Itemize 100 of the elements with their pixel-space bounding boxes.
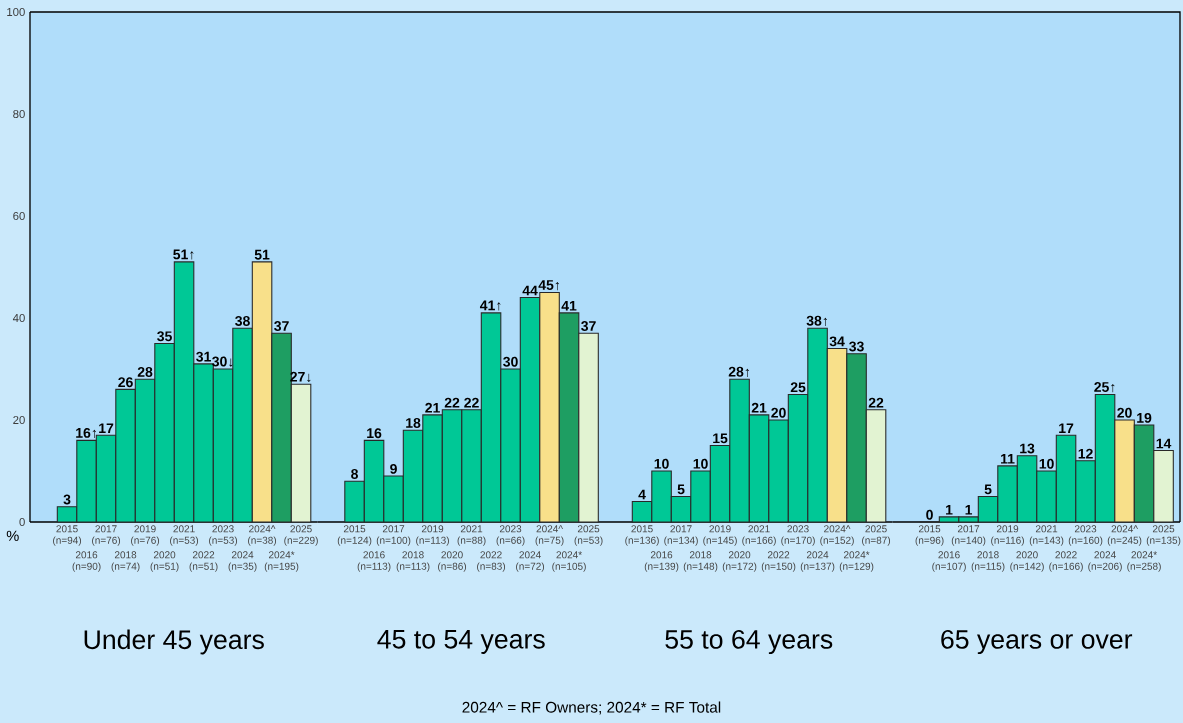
data-label: 21 xyxy=(425,402,440,413)
data-label: 28↑ xyxy=(728,366,749,377)
data-label: 33 xyxy=(849,341,864,352)
x-tick-label: 2024* (n=105) xyxy=(552,551,586,572)
data-label: 51 xyxy=(254,249,270,260)
data-label: 16↑ xyxy=(76,427,96,439)
x-tick-label: 2023 (n=160) xyxy=(1068,525,1103,546)
data-label: 4 xyxy=(638,489,646,500)
y-tick-label: 20 xyxy=(13,415,25,424)
x-axis-title: 65 years or over xyxy=(941,629,1133,655)
data-label: 1 xyxy=(965,505,973,515)
data-label: 17 xyxy=(99,423,114,434)
data-label: 41↑ xyxy=(479,300,501,311)
x-tick-label: 2021 (n=88) xyxy=(457,525,486,546)
data-label: 37 xyxy=(274,321,289,332)
x-tick-label: 2024 (n=137) xyxy=(800,551,835,572)
x-tick-label: 2023 (n=170) xyxy=(781,525,815,546)
y-tick-label: 80 xyxy=(13,109,25,118)
x-tick-label: 2024* (n=195) xyxy=(264,551,299,572)
x-tick-label: 2015 (n=94) xyxy=(53,525,82,546)
x-tick-label: 2017 (n=100) xyxy=(376,525,411,546)
data-label: 44 xyxy=(522,285,538,296)
x-tick-label: 2020 (n=142) xyxy=(1010,551,1044,572)
x-tick-label: 2018 (n=74) xyxy=(111,551,140,572)
y-tick-label: 60 xyxy=(13,211,25,220)
data-label: 17 xyxy=(1059,423,1074,434)
data-label: 25 xyxy=(790,382,806,393)
data-label: 16 xyxy=(367,428,382,439)
x-tick-label: 2024* (n=129) xyxy=(839,551,874,572)
x-tick-label: 2019 (n=113) xyxy=(416,525,449,546)
x-tick-label: 2024^ (n=245) xyxy=(1107,525,1142,546)
y-tick-label: 40 xyxy=(12,313,25,322)
x-tick-label: 2022 (n=51) xyxy=(189,551,218,572)
x-tick-label: 2022 (n=166) xyxy=(1049,551,1083,572)
x-tick-label: 2025 (n=229) xyxy=(284,525,318,546)
x-tick-label: 2024 (n=35) xyxy=(228,551,257,572)
data-label: 10 xyxy=(693,458,708,469)
data-label: 10 xyxy=(1039,458,1054,469)
x-tick-label: 2021 (n=53) xyxy=(170,525,199,546)
x-tick-label: 2017 (n=140) xyxy=(951,525,986,546)
data-label: 31 xyxy=(196,351,211,362)
x-tick-label: 2024^ (n=38) xyxy=(248,525,277,546)
x-tick-label: 2016 (n=139) xyxy=(644,551,679,572)
x-tick-label: 2019 (n=145) xyxy=(703,525,737,546)
x-tick-label: 2017 (n=134) xyxy=(664,525,698,546)
x-tick-label: 2018 (n=115) xyxy=(971,551,1005,572)
x-tick-label: 2020 (n=86) xyxy=(438,551,467,572)
data-label: 18 xyxy=(406,418,421,428)
x-axis-title: 45 to 54 years xyxy=(377,630,545,654)
x-tick-label: 2021 (n=166) xyxy=(742,525,776,546)
data-label: 0 xyxy=(926,509,933,520)
data-label: 30 xyxy=(503,356,518,367)
x-tick-label: 2022 (n=83) xyxy=(477,551,506,572)
x-tick-label: 2025 (n=87) xyxy=(862,525,891,546)
data-label: 20 xyxy=(771,407,786,418)
x-tick-label: 2018 (n=148) xyxy=(683,551,718,572)
x-axis-title: Under 45 years xyxy=(84,629,264,655)
data-label: 20 xyxy=(1117,407,1132,418)
y-axis-title: % xyxy=(6,530,19,541)
x-tick-label: 2020 (n=172) xyxy=(722,551,757,572)
x-tick-label: 2016 (n=107) xyxy=(932,551,966,572)
data-label: 35 xyxy=(157,331,172,342)
data-label: 12 xyxy=(1078,448,1093,459)
data-label: 41 xyxy=(561,301,577,311)
x-tick-label: 2020 (n=51) xyxy=(150,551,179,572)
data-label: 8 xyxy=(351,469,358,479)
data-label: 51↑ xyxy=(173,249,194,260)
x-tick-label: 2024 (n=72) xyxy=(516,551,545,572)
data-label: 38↑ xyxy=(806,315,827,326)
data-label: 19 xyxy=(1137,412,1152,423)
x-tick-label: 2024* (n=258) xyxy=(1127,551,1161,572)
x-tick-label: 2024^ (n=75) xyxy=(535,525,564,546)
x-tick-label: 2019 (n=116) xyxy=(991,525,1024,546)
data-label: 21 xyxy=(751,402,767,413)
data-label: 34 xyxy=(829,336,845,347)
text: 2024^ = RF Owners; 2024* = RF Total xyxy=(462,701,721,715)
data-label: 5 xyxy=(677,484,685,495)
x-tick-label: 2016 (n=113) xyxy=(357,551,391,572)
x-tick-label: 2025 (n=53) xyxy=(574,525,603,546)
data-label: 9 xyxy=(390,463,397,474)
data-label: 22 xyxy=(464,397,479,408)
x-tick-label: 2025 (n=135) xyxy=(1146,525,1181,546)
x-tick-label: 2021 (n=143) xyxy=(1029,525,1064,546)
x-tick-label: 2019 (n=76) xyxy=(131,525,160,546)
y-tick-label: 100 xyxy=(7,7,25,16)
data-label: 1 xyxy=(946,505,953,515)
data-label: 37 xyxy=(581,321,596,332)
data-label: 5 xyxy=(984,484,992,495)
data-label: 26 xyxy=(118,377,133,388)
x-axis-title: 55 to 64 years xyxy=(665,629,833,655)
data-label: 45↑ xyxy=(538,280,559,291)
data-label: 13 xyxy=(1020,443,1035,454)
x-tick-label: 2015 (n=124) xyxy=(337,525,372,546)
x-tick-label: 2023 (n=66) xyxy=(496,525,525,546)
x-tick-label: 2016 (n=90) xyxy=(72,551,101,572)
x-tick-label: 2018 (n=113) xyxy=(396,551,430,572)
x-tick-label: 2022 (n=150) xyxy=(761,551,796,572)
data-label: 28 xyxy=(137,367,153,377)
data-label: 38 xyxy=(235,316,250,326)
x-tick-label: 2023 (n=53) xyxy=(209,525,238,546)
